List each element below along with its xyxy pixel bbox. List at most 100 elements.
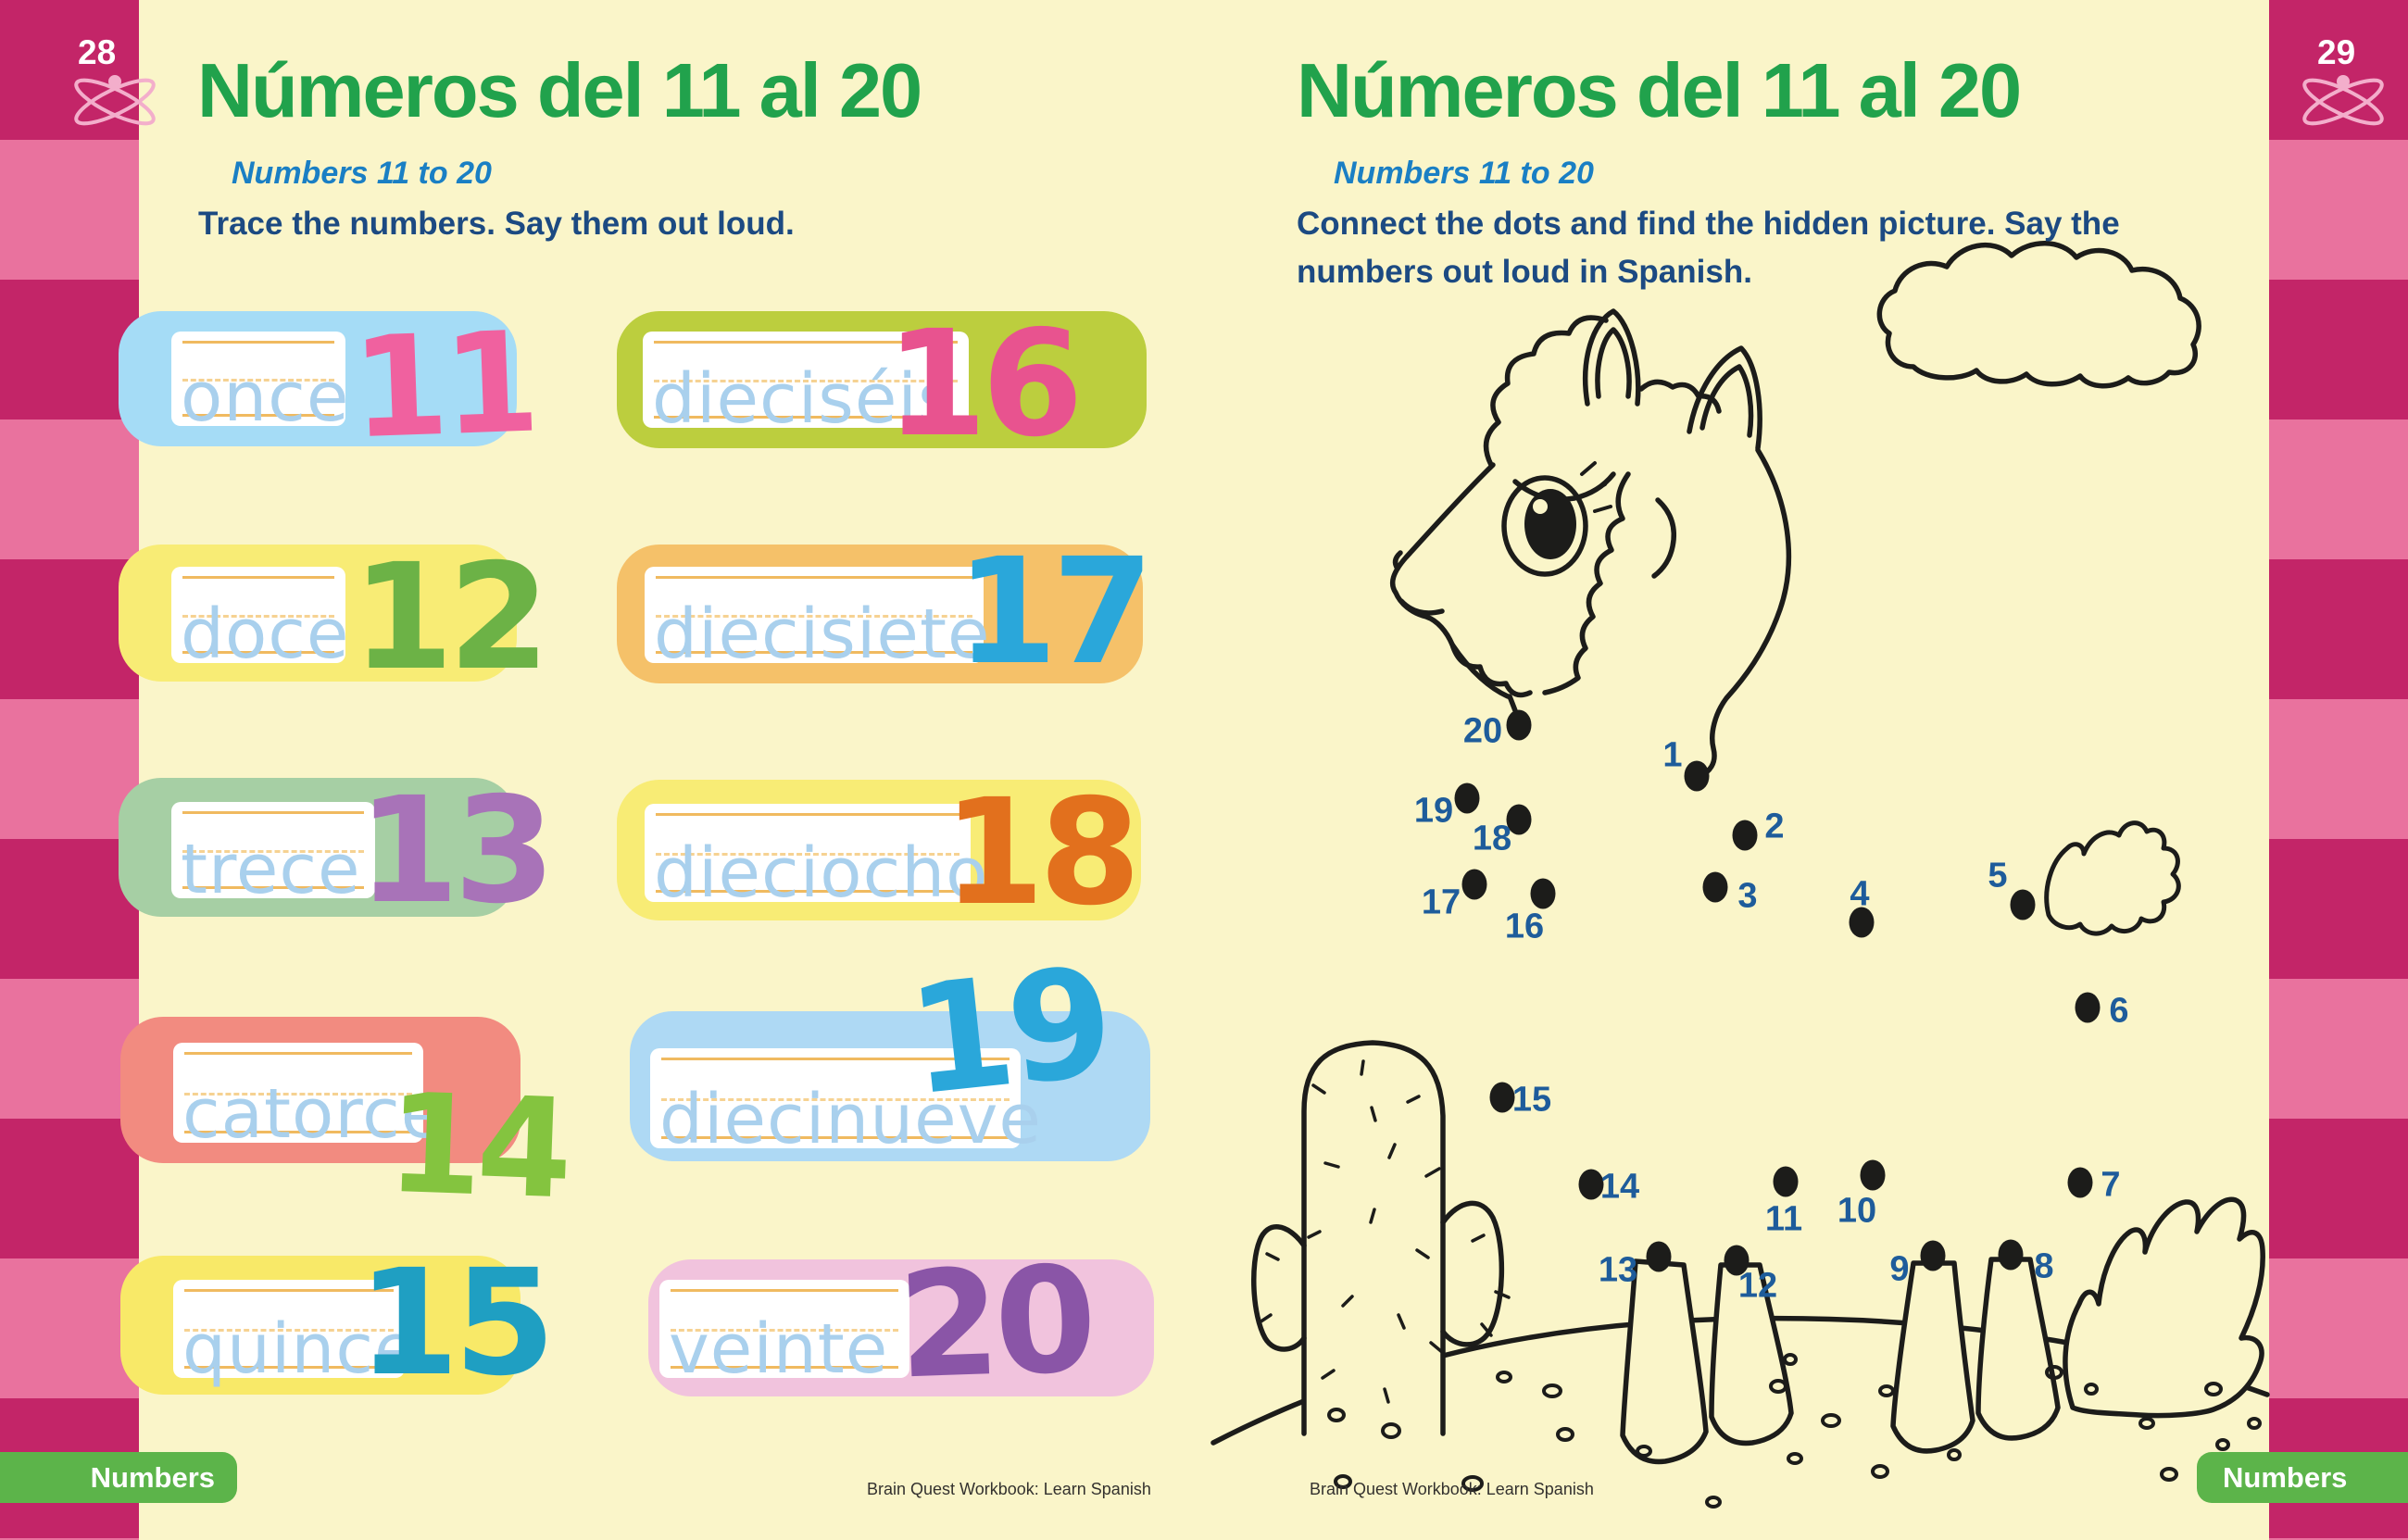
guide-line-mid: [654, 380, 958, 382]
left-striped-border: [0, 0, 139, 1540]
llama-head: [1389, 308, 1792, 780]
dot-4[interactable]: [1849, 907, 1875, 938]
dot-label-20: 20: [1462, 711, 1503, 751]
guide-line-top: [654, 341, 958, 344]
guide-line-mid: [661, 1098, 1010, 1101]
tab-label: Numbers: [90, 1460, 215, 1494]
atom-doodle-icon: [74, 75, 156, 126]
dot-12[interactable]: [1724, 1245, 1750, 1276]
trace-field-dieciocho[interactable]: dieciocho: [645, 804, 987, 913]
guide-line-top: [184, 1289, 394, 1292]
dot-3[interactable]: [1702, 871, 1728, 903]
dot-label-11: 11: [1764, 1199, 1803, 1239]
dot-9[interactable]: [1920, 1240, 1946, 1271]
dot-label-10: 10: [1837, 1191, 1877, 1231]
trace-word: dieciocho: [654, 833, 989, 913]
dot-15[interactable]: [1489, 1082, 1515, 1113]
trace-field-once[interactable]: once: [171, 332, 348, 437]
trace-box-doce: doce 12: [119, 545, 550, 691]
dot-label-15: 15: [1511, 1080, 1552, 1120]
guide-line-bot: [656, 651, 972, 654]
page-number-left: 28: [78, 33, 117, 71]
llama-cheek-fleece: [1542, 471, 1631, 695]
trace-field-veinte[interactable]: veinte: [659, 1280, 909, 1389]
dot-19[interactable]: [1454, 783, 1480, 814]
decorated-number-17: 17: [956, 527, 1154, 697]
dot-14[interactable]: [1578, 1169, 1604, 1200]
cactus: [1251, 1040, 1511, 1436]
dot-label-5: 5: [1988, 856, 2008, 895]
llama-legs: [1620, 1257, 2061, 1465]
trace-word: diecinueve: [659, 1080, 1042, 1159]
trace-box-quince: quince 15: [120, 1250, 556, 1396]
llama-hair: [1483, 315, 1609, 468]
dot-label-6: 6: [2109, 991, 2129, 1031]
trace-box-once: once 11: [119, 303, 537, 470]
trace-field-catorce[interactable]: catorce: [173, 1043, 443, 1154]
cactus-spines: [1258, 1059, 1511, 1404]
page-number-right: 29: [2317, 33, 2356, 71]
guide-line-top: [656, 576, 972, 579]
page-subtitle-left: Numbers 11 to 20: [232, 156, 492, 191]
trace-word: once: [181, 357, 350, 437]
dot-label-7: 7: [2101, 1165, 2121, 1205]
decorated-number-15: 15: [357, 1238, 556, 1409]
trace-field-trece[interactable]: trece: [171, 802, 375, 909]
dot-5[interactable]: [2010, 889, 2036, 920]
guide-line-top: [656, 813, 959, 816]
dot-8[interactable]: [1998, 1239, 2024, 1271]
guide-line-mid: [184, 1093, 412, 1096]
trace-field-dieciséis[interactable]: dieciséis: [643, 332, 969, 439]
decorated-number-13: 13: [357, 766, 556, 936]
dot-label-19: 19: [1413, 791, 1454, 831]
guide-line-bot: [184, 1366, 394, 1369]
trace-word: veinte: [669, 1309, 889, 1389]
dot-17[interactable]: [1461, 869, 1487, 900]
trace-box-dieciséis: dieciséis 16: [617, 311, 1147, 457]
cloud: [1876, 241, 2201, 389]
llama-pupil: [1524, 489, 1576, 559]
llama-eyelashes: [1580, 461, 1612, 513]
trace-box-diecisiete: diecisiete 17: [617, 539, 1154, 685]
decorated-number-18: 18: [943, 768, 1141, 938]
guide-line-bot: [182, 886, 364, 889]
dot-13[interactable]: [1646, 1241, 1672, 1272]
trace-field-doce[interactable]: doce: [171, 567, 348, 674]
dot-6[interactable]: [2075, 992, 2101, 1023]
guide-line-top: [661, 1058, 1010, 1060]
dot-label-4: 4: [1850, 874, 1870, 914]
guide-line-mid: [656, 615, 972, 618]
dot-16[interactable]: [1530, 878, 1556, 909]
dot-label-18: 18: [1472, 819, 1512, 858]
dot-18[interactable]: [1506, 804, 1532, 835]
dot-20[interactable]: [1506, 709, 1532, 741]
trace-field-diecisiete[interactable]: diecisiete: [645, 567, 990, 674]
dot-label-17: 17: [1421, 883, 1461, 922]
trace-box-trece: trece 13: [119, 778, 556, 924]
trace-field-quince[interactable]: quince: [173, 1280, 417, 1389]
dot-10[interactable]: [1860, 1159, 1886, 1191]
decorated-number-16: 16: [885, 299, 1084, 470]
guide-line-top: [671, 1289, 898, 1292]
trace-field-diecinueve[interactable]: diecinueve: [650, 1048, 1041, 1159]
right-striped-border: [2269, 0, 2408, 1540]
trace-word: diecisiete: [654, 595, 991, 674]
llama-chin-fleece: [1449, 642, 1533, 698]
dot-label-9: 9: [1889, 1249, 1910, 1289]
trace-box-dieciocho: dieciocho 18: [617, 780, 1141, 926]
bush: [2063, 1196, 2265, 1419]
trace-word: catorce: [182, 1074, 445, 1154]
guide-line-mid: [184, 1329, 394, 1332]
dot-label-8: 8: [2034, 1246, 2054, 1286]
guide-line-top: [184, 1052, 412, 1055]
dot-7[interactable]: [2067, 1167, 2093, 1198]
book-footer-left: Brain Quest Workbook: Learn Spanish: [867, 1480, 1151, 1498]
dot-1[interactable]: [1684, 760, 1710, 792]
dot-2[interactable]: [1732, 820, 1758, 851]
instruction-right-line2: numbers out loud in Spanish.: [1297, 254, 1752, 290]
dot-11[interactable]: [1773, 1166, 1799, 1197]
guide-line-bot: [654, 416, 958, 419]
guide-line-bot: [182, 414, 334, 417]
guide-line-mid: [656, 853, 959, 856]
